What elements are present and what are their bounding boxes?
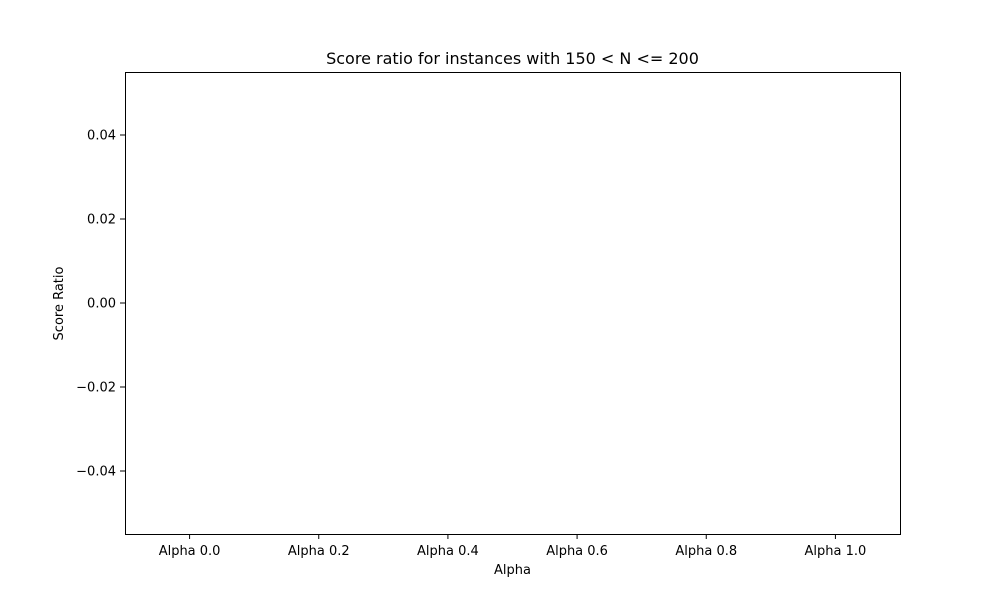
y-tick-label-1: 0.02: [87, 213, 116, 228]
x-tick-label-5: Alpha 1.0: [805, 544, 867, 559]
y-tick-label-2: 0.00: [87, 297, 116, 312]
x-tick-label-1: Alpha 0.2: [288, 544, 350, 559]
y-tick-label-3: −0.02: [76, 381, 116, 396]
x-tick-label-3: Alpha 0.6: [546, 544, 608, 559]
x-axis-label: Alpha: [494, 563, 531, 578]
chart-title: Score ratio for instances with 150 < N <…: [326, 49, 699, 68]
y-tick-label-4: −0.04: [76, 465, 116, 480]
y-axis-label: Score Ratio: [52, 266, 67, 340]
y-axis-ticks: 0.04 0.02 0.00 −0.02 −0.04: [76, 129, 125, 480]
y-tick-label-0: 0.04: [87, 129, 116, 144]
x-tick-label-4: Alpha 0.8: [675, 544, 737, 559]
x-axis-ticks: Alpha 0.0 Alpha 0.2 Alpha 0.4 Alpha 0.6 Alph…: [159, 534, 867, 559]
plot-area-frame: [125, 72, 901, 535]
x-tick-label-0: Alpha 0.0: [159, 544, 221, 559]
x-tick-label-2: Alpha 0.4: [417, 544, 479, 559]
